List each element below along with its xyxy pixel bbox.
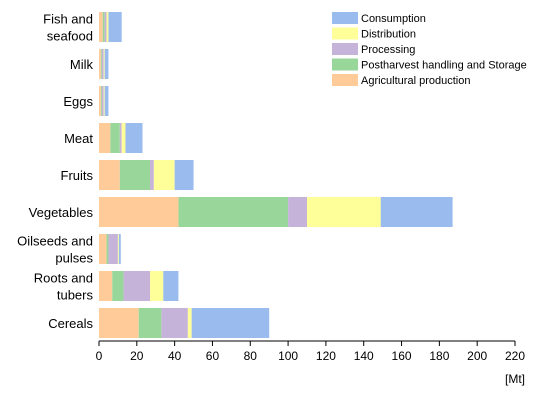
bar-segment (118, 234, 121, 264)
category-label: Fish and (43, 12, 93, 27)
bar-segment (106, 234, 109, 264)
bar-segment (99, 123, 111, 153)
bar-segment (288, 197, 307, 227)
bar-segment (112, 271, 124, 301)
bar-segment (150, 271, 164, 301)
legend-label: Agricultural production (361, 75, 470, 87)
x-tick-label: 180 (429, 349, 449, 363)
bar-segment (103, 86, 105, 116)
bar-segment (99, 308, 139, 338)
x-tick-label: 100 (278, 349, 298, 363)
x-tick-label: 60 (206, 349, 220, 363)
legend-swatch (332, 27, 358, 40)
category-label: Milk (70, 57, 94, 72)
category-label: tubers (57, 288, 94, 303)
legend-swatch (332, 58, 358, 71)
bar-segment (110, 123, 120, 153)
category-labels: Fish and seafood Milk Eggs Meat Fruits Vegetab… (17, 12, 93, 332)
legend-label: Distribution (361, 29, 416, 41)
category-label: Eggs (63, 94, 93, 109)
bar-segment (100, 86, 102, 116)
legend-label: Processing (361, 44, 415, 56)
category-label: Oilseeds and (17, 234, 93, 249)
category-label: Fruits (61, 168, 94, 183)
bar-segment (108, 12, 122, 42)
legend-swatch (332, 74, 358, 86)
legend-swatch (332, 12, 358, 24)
bar-segment (108, 234, 118, 264)
bar-segment (103, 49, 105, 79)
bar-segment (307, 197, 381, 227)
bar-segment (380, 197, 453, 227)
category-label: Vegetables (29, 205, 94, 220)
bar-segment (125, 123, 143, 153)
bar-segment (119, 160, 151, 190)
x-tick-label: 80 (244, 349, 258, 363)
bar-segment (178, 197, 289, 227)
bar-segment (119, 123, 122, 153)
bar-segment (101, 86, 104, 116)
x-axis: 0 20 40 60 80 100 120 140 160 180 200 220 (96, 340, 525, 363)
legend-label: Consumption (361, 13, 426, 25)
bar-segment (99, 49, 101, 79)
bar-segment (138, 308, 162, 338)
legend: Consumption Distribution Processing Posthar… (332, 12, 527, 87)
x-tick-label: 120 (316, 349, 336, 363)
category-label: Roots and (34, 271, 93, 286)
bar-segment (99, 12, 103, 42)
bar-segment (100, 49, 102, 79)
bar-segment (99, 160, 120, 190)
category-label: Cereals (48, 316, 93, 331)
bar-segment (104, 86, 109, 116)
bar-segment (121, 123, 126, 153)
x-tick-label: 140 (354, 349, 374, 363)
bar-segment (150, 160, 154, 190)
bar-segment (99, 197, 179, 227)
bars-group (99, 12, 453, 338)
category-label: pulses (55, 251, 93, 266)
bar-segment (104, 12, 107, 42)
bar-segment (102, 12, 105, 42)
bar-segment (106, 12, 109, 42)
bar-segment (123, 271, 151, 301)
legend-label: Postharvest handling and Storage (361, 60, 527, 72)
x-axis-unit-label: [Mt] (505, 372, 525, 386)
category-label: Meat (64, 131, 93, 146)
legend-swatch (332, 43, 358, 55)
bar-segment (163, 271, 179, 301)
bar-segment (191, 308, 270, 338)
bar-segment (99, 234, 107, 264)
x-tick-label: 20 (130, 349, 144, 363)
bar-segment (104, 49, 109, 79)
bar-segment (174, 160, 194, 190)
x-tick-label: 200 (467, 349, 487, 363)
x-tick-label: 220 (505, 349, 525, 363)
bar-segment (99, 86, 101, 116)
bar-segment (187, 308, 192, 338)
x-tick-label: 40 (168, 349, 182, 363)
bar-segment (153, 160, 175, 190)
bar-segment (101, 49, 104, 79)
x-tick-label: 160 (392, 349, 412, 363)
bar-segment (117, 234, 119, 264)
bar-segment (161, 308, 188, 338)
x-tick-label: 0 (96, 349, 103, 363)
category-label: seafood (47, 29, 93, 44)
bar-segment (99, 271, 113, 301)
